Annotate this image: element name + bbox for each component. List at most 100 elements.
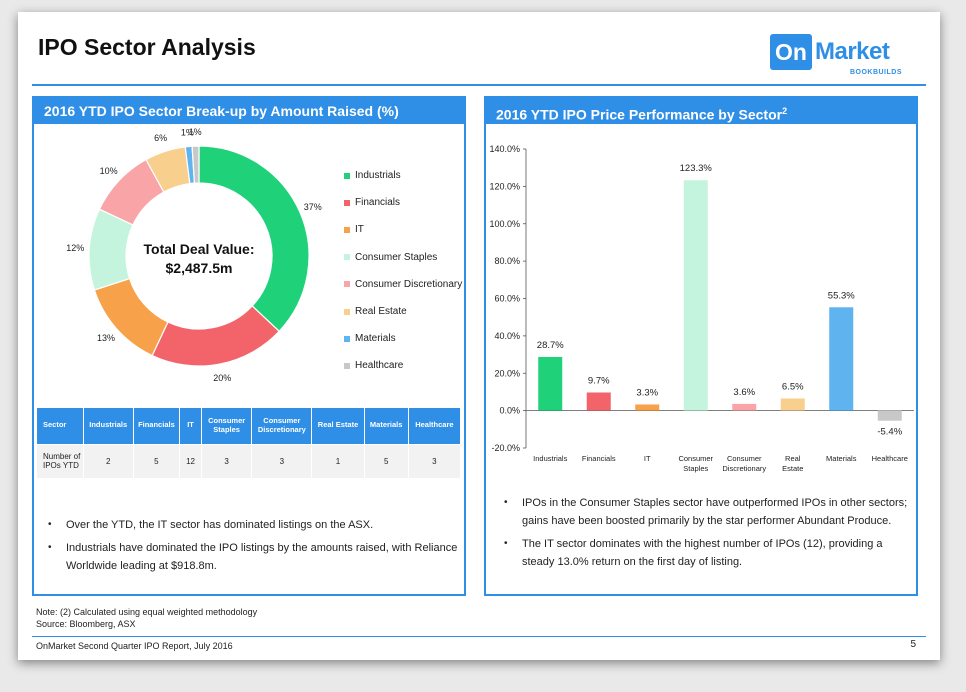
x-tick-label-consumer-staples: Staples (683, 464, 708, 473)
legend-item-healthcare: Healthcare (344, 352, 462, 379)
slice-label-consumer-discretionary: 10% (100, 166, 118, 176)
column-header-materials: Materials (364, 408, 409, 444)
donut-legend: Industrials Financials IT Consumer Staples C… (344, 162, 462, 380)
legend-item-financials: Financials (344, 189, 462, 216)
donut-center-title: Total Deal Value: (144, 241, 255, 257)
bar-industrials (538, 356, 563, 411)
cell-industrials: 2 (83, 443, 134, 478)
heading-text: 2016 YTD IPO Price Performance by Sector (496, 106, 783, 123)
data-label-consumer-staples: 123.3% (680, 163, 713, 174)
y-tick-label: 0.0% (499, 406, 520, 416)
bullet-item: • IPOs in the Consumer Staples sector hav… (504, 494, 914, 530)
bullet-item: • The IT sector dominates with the highes… (504, 535, 914, 571)
bullet-text: Industrials have dominated the IPO listi… (66, 542, 458, 572)
column-header-consumer-staples: Consumer Staples (201, 408, 253, 444)
cell-it: 12 (179, 443, 203, 478)
table-header-row: Sector Industrials Financials IT Consumer St… (37, 408, 462, 444)
column-header-industrials: Industrials (83, 408, 134, 444)
right-bullet-list: • IPOs in the Consumer Staples sector hav… (504, 494, 914, 576)
legend-swatch (344, 281, 350, 288)
legend-item-materials: Materials (344, 325, 462, 352)
bar-chart: -20.0% 0.0% 20.0% 40.0% 60.0% 80.0% 100.0% 120.… (489, 144, 914, 473)
legend-label: Consumer Staples (355, 251, 438, 263)
column-header-sector: Sector (37, 408, 84, 444)
x-tick-label-consumer-discretionary: Discretionary (722, 464, 766, 473)
column-header-financials: Financials (133, 408, 180, 444)
legend-swatch (344, 254, 350, 261)
data-label-consumer-discretionary: 3.6% (733, 387, 755, 398)
column-header-real-estate: Real Estate (311, 408, 365, 444)
y-tick-label: 20.0% (494, 368, 520, 378)
bullet-text: The IT sector dominates with the highest… (522, 538, 883, 568)
legend-item-consumer-staples: Consumer Staples (344, 244, 462, 271)
slice-label-financials: 20% (213, 373, 231, 383)
cell-real-estate: 1 (311, 443, 365, 478)
legend-label: Consumer Discretionary (355, 278, 463, 290)
y-tick-label: 100.0% (489, 219, 520, 229)
donut-slice-healthcare (191, 145, 200, 184)
x-tick-label-real-estate: Real (785, 454, 801, 463)
price-performance-heading: 2016 YTD IPO Price Performance by Sector… (486, 98, 916, 124)
page-number: 5 (910, 639, 916, 650)
x-tick-label-healthcare: Healthcare (872, 454, 908, 463)
legend-swatch (344, 308, 350, 315)
legend-label: Real Estate (355, 306, 407, 318)
legend-swatch (344, 172, 350, 179)
onmarket-logo: On Market BOOKBUILDS (770, 34, 902, 78)
slice-label-healthcare: 1% (189, 127, 202, 137)
cell-healthcare: 3 (408, 443, 462, 478)
bar-healthcare (877, 410, 902, 421)
donut-center-value: $2,487.5m (166, 260, 233, 276)
data-label-industrials: 28.7% (537, 340, 564, 351)
slide-page: IPO Sector Analysis On Market BOOKBUILDS… (18, 12, 940, 660)
x-tick-label-consumer-discretionary: Consumer (727, 454, 762, 463)
x-tick-label-it: IT (644, 454, 651, 463)
legend-swatch (344, 362, 350, 369)
legend-swatch (344, 335, 350, 342)
data-label-financials: 9.7% (588, 375, 610, 386)
legend-item-it: IT (344, 216, 462, 243)
y-tick-label: 40.0% (494, 331, 520, 341)
legend-swatch (344, 226, 350, 233)
row-label: Number of IPOs YTD (37, 443, 84, 478)
legend-label: Industrials (355, 170, 401, 182)
x-tick-label-financials: Financials (582, 454, 616, 463)
column-header-consumer-discretionary: Consumer Discretionary (251, 408, 313, 444)
x-tick-label-consumer-staples: Consumer (678, 454, 713, 463)
legend-label: Financials (355, 197, 401, 209)
footnote-note: Note: (2) Calculated using equal weighte… (36, 607, 258, 617)
legend-item-consumer-discretionary: Consumer Discretionary (344, 271, 462, 298)
page-title: IPO Sector Analysis (38, 34, 256, 60)
title-divider (32, 84, 926, 86)
donut-slice-financials (151, 305, 281, 367)
data-label-it: 3.3% (636, 387, 658, 398)
legend-item-industrials: Industrials (344, 162, 462, 189)
footer-report-name: OnMarket Second Quarter IPO Report, July… (36, 641, 233, 651)
cell-consumer-staples: 3 (201, 443, 253, 478)
cell-materials: 5 (364, 443, 409, 478)
data-label-healthcare: -5.4% (877, 427, 902, 438)
bar-consumer-staples (683, 180, 708, 411)
legend-label: Healthcare (355, 360, 404, 372)
price-performance-panel: 2016 YTD IPO Price Performance by Sector… (484, 96, 918, 596)
footer-divider (32, 636, 926, 637)
y-tick-label: 60.0% (494, 294, 520, 304)
slice-label-it: 13% (97, 333, 115, 343)
y-tick-label: 120.0% (489, 181, 520, 191)
slice-label-real-estate: 6% (154, 133, 167, 143)
cell-financials: 5 (133, 443, 180, 478)
legend-label: IT (355, 224, 364, 236)
y-tick-label: -20.0% (491, 443, 520, 453)
legend-swatch (344, 199, 350, 206)
x-tick-label-real-estate: Estate (782, 464, 803, 473)
bar-real-estate (780, 398, 805, 411)
logo-market-text: Market (815, 38, 890, 65)
donut-chart: 37% 20% 13% 12% 10% 6% 1%1% Total Deal Value: $2… (66, 127, 322, 383)
heading-footnote-ref: 2 (782, 106, 788, 116)
bar-financials (586, 392, 611, 411)
cell-consumer-discretionary: 3 (251, 443, 313, 478)
bar-consumer-discretionary (732, 403, 757, 411)
data-label-real-estate: 6.5% (782, 381, 804, 392)
footnote-source: Source: Bloomberg, ASX (36, 619, 136, 629)
donut-slice-industrials (198, 145, 310, 333)
